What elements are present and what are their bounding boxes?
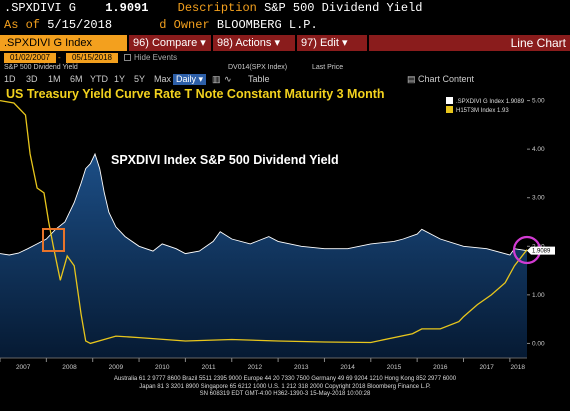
period-5y[interactable]: 5Y: [134, 74, 146, 84]
hide-events-label: Hide Events: [134, 53, 178, 62]
last-price-field: Last Price: [312, 64, 344, 71]
footer-line-2: Japan 81 3 3201 8900 Singapore 65 6212 1…: [139, 383, 431, 390]
legend-label-h15t3m: H15T3M Index 1.93: [456, 108, 509, 114]
function-toolbar: .SPXDIVI G Index 96) Compare ▾ 98) Actio…: [0, 35, 570, 51]
highlight-square: [42, 228, 65, 252]
x-tick-label: 2016: [433, 364, 448, 371]
description-value: S&P 500 Dividend Yield: [264, 1, 423, 15]
chart-type-text: Line Chart: [510, 36, 566, 50]
x-tick-label: 2014: [340, 364, 355, 371]
treasury-annotation: US Treasury Yield Curve Rate T Note Cons…: [6, 87, 385, 101]
series-line-spxdivi: [0, 152, 528, 256]
end-date-input[interactable]: 05/15/2018: [66, 53, 118, 63]
x-tick-label: 2010: [155, 364, 170, 371]
last-value-tag: 1.9089: [527, 246, 555, 255]
x-tick-label: 2011: [202, 364, 216, 371]
x-tick-label: 2018: [510, 364, 525, 371]
x-tick-label: 2008: [62, 364, 77, 371]
security-field[interactable]: .SPXDIVI G Index: [0, 35, 127, 51]
legend-swatch-spxdivi: [446, 97, 453, 104]
actions-button-label: 98) Actions: [217, 37, 272, 49]
dropdown-arrow-icon: ▾: [198, 74, 204, 84]
y-axis: 0.001.002.003.004.005.00: [527, 98, 545, 347]
legend-swatch-h15t3m: [446, 106, 453, 113]
compare-button-label: 96) Compare: [133, 37, 198, 49]
period-selector-row: 1D 3D 1M 6M YTD 1Y 5Y Max Daily ▾ ▥ ∿ Ta…: [0, 73, 570, 86]
owner-value: BLOOMBERG L.P.: [216, 18, 318, 32]
period-1m[interactable]: 1M: [48, 74, 61, 84]
footer-line-3: SN 608319 EDT GMT-4:00 H362-1390-3 15-Ma…: [199, 391, 371, 397]
asof-label: As of: [4, 18, 41, 32]
actions-button[interactable]: 98) Actions ▾: [213, 35, 295, 51]
dropdown-arrow-icon: ▾: [200, 37, 206, 49]
security-field-label: .SPXDIVI G Index: [4, 37, 93, 49]
owner-label: d Owner: [159, 18, 210, 32]
legend-label-spxdivi: .SPXDIVI G Index 1.9089: [456, 99, 525, 105]
y-tick-label: 5.00: [532, 98, 545, 105]
period-3d[interactable]: 3D: [26, 74, 38, 84]
date-range-row: 01/02/2007 - 05/15/2018 Hide Events: [0, 52, 570, 64]
last-value-tag-text: 1.9089: [532, 249, 551, 255]
frequency-dropdown[interactable]: Daily ▾: [173, 74, 207, 85]
chart-content-label: Chart Content: [418, 74, 475, 84]
security-name: S&P 500 Dividend Yield: [4, 64, 78, 71]
last-price-value: 1.9091: [105, 1, 149, 15]
asof-date: 5/15/2018: [47, 18, 113, 32]
bar-chart-icon[interactable]: ▥: [212, 74, 221, 84]
series-line-h15t3m: [0, 99, 528, 345]
dividend-yield-annotation: SPXDIVI Index S&P 500 Dividend Yield: [111, 153, 339, 167]
compare-button[interactable]: 96) Compare ▾: [129, 35, 211, 51]
x-tick-label: 2017: [479, 364, 494, 371]
line-chart-icon[interactable]: ∿: [224, 74, 232, 84]
chart-content-button[interactable]: ▤ Chart Content: [407, 73, 474, 86]
x-tick-label: 2012: [248, 364, 263, 371]
ticker-symbol: .SPXDIVI G: [4, 1, 77, 15]
legend: .SPXDIVI G Index 1.9089 H15T3M Index 1.9…: [446, 97, 525, 114]
footer-line-1: Australia 61 2 9777 8600 Brazil 5511 239…: [113, 376, 457, 382]
x-tick-label: 2015: [387, 364, 402, 371]
edit-button-label: 97) Edit: [301, 37, 339, 49]
date-separator: -: [58, 53, 61, 62]
y-tick-label: 4.00: [532, 146, 545, 153]
checkbox-icon: [124, 54, 131, 61]
asof-header: As of 5/15/2018 d Owner BLOOMBERG L.P.: [0, 17, 570, 34]
period-1y[interactable]: 1Y: [114, 74, 126, 84]
period-1d[interactable]: 1D: [4, 74, 16, 84]
period-6m[interactable]: 6M: [70, 74, 83, 84]
x-axis: 2007 2008 2009 2010 2011 2012 2013 2014 2015 2016…: [0, 357, 527, 371]
table-button[interactable]: Table: [248, 74, 270, 84]
y-tick-label: 1.00: [532, 292, 545, 299]
description-label: Description: [177, 1, 257, 15]
line-chart: 0.001.002.003.004.005.00 200720082009201…: [0, 86, 555, 371]
dropdown-arrow-icon: ▾: [274, 37, 281, 49]
dropdown-arrow-icon: ▾: [341, 37, 348, 49]
security-info-row: S&P 500 Dividend Yield DV014(SPX Index) …: [0, 63, 570, 73]
y-tick-label: 0.00: [532, 340, 545, 347]
x-tick-label: 2013: [294, 364, 309, 371]
x-tick-label: 2009: [109, 364, 124, 371]
series-area-spxdivi: [0, 154, 527, 358]
y-tick-label: 3.00: [532, 195, 545, 202]
security-header: .SPXDIVI G 1.9091 Description S&P 500 Di…: [0, 0, 570, 17]
security-field-code: DV014(SPX Index): [228, 64, 288, 71]
frequency-label: Daily: [176, 74, 197, 84]
last-value-tag-shape: [527, 246, 555, 255]
x-tick-label: 2007: [16, 364, 31, 371]
period-ytd[interactable]: YTD: [90, 74, 108, 84]
start-date-input[interactable]: 01/02/2007: [4, 53, 56, 63]
period-max[interactable]: Max: [154, 74, 172, 84]
chart-content-icon: ▤: [407, 74, 419, 84]
hide-events-toggle[interactable]: Hide Events: [124, 52, 177, 64]
edit-button[interactable]: 97) Edit ▾: [297, 35, 367, 51]
chart-type-label[interactable]: Line Chart: [369, 35, 570, 51]
footer: Australia 61 2 9777 8600 Brazil 5511 239…: [0, 376, 570, 411]
